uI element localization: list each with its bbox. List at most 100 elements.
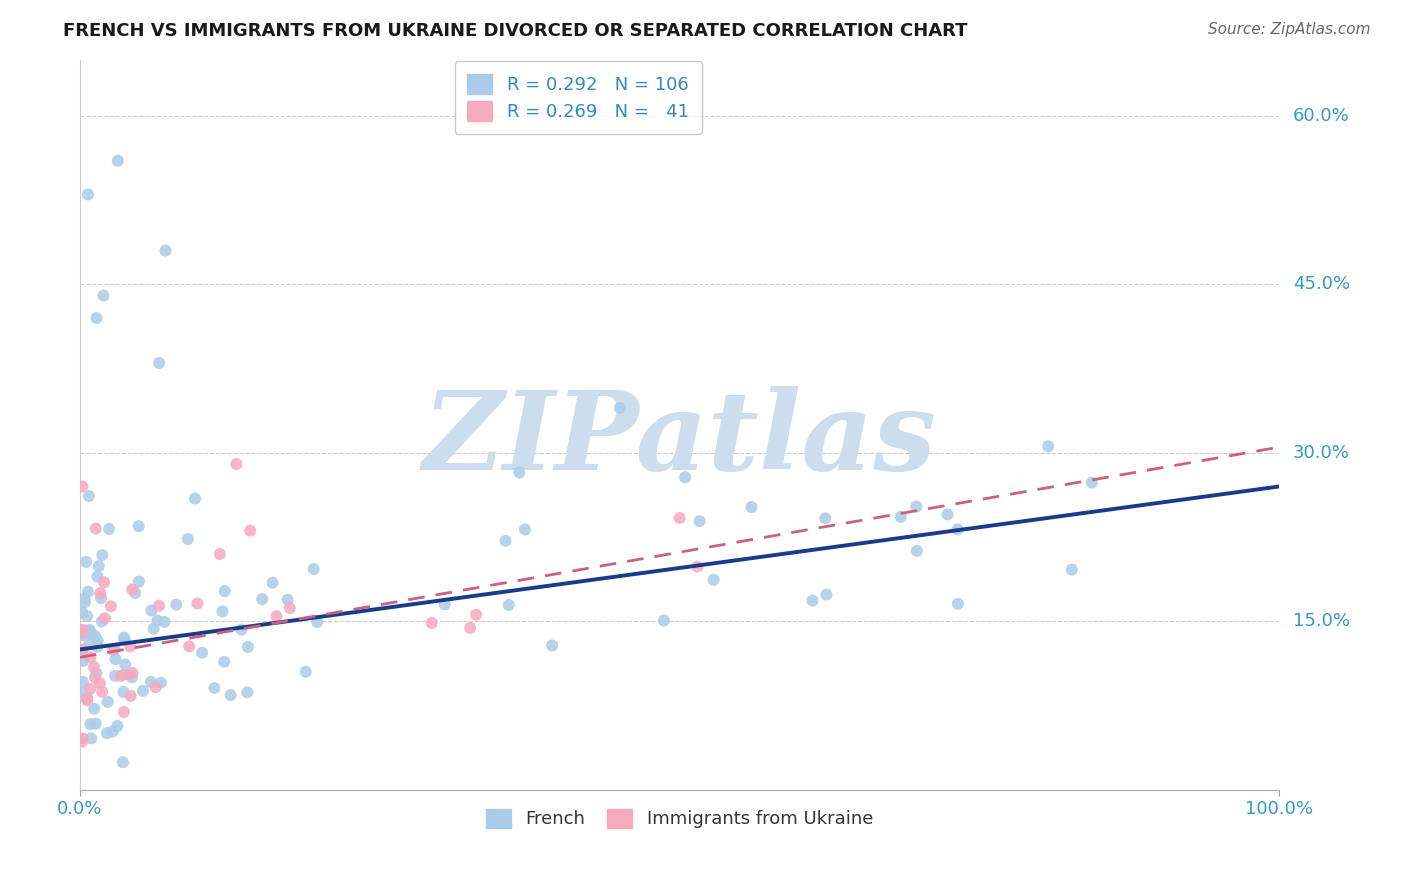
Point xyxy=(80,731,103,746)
Point xyxy=(121,670,143,684)
Point xyxy=(740,500,762,514)
Point xyxy=(94,611,117,625)
Point xyxy=(72,654,94,668)
Point xyxy=(103,642,125,657)
Point xyxy=(114,632,136,647)
Point xyxy=(214,584,236,599)
Point xyxy=(100,599,122,614)
Point xyxy=(121,665,143,680)
Point xyxy=(98,522,121,536)
Point xyxy=(89,586,111,600)
Point xyxy=(84,629,107,643)
Point xyxy=(86,666,108,681)
Point xyxy=(77,489,100,503)
Point xyxy=(86,311,108,326)
Text: 45.0%: 45.0% xyxy=(1294,276,1350,293)
Point xyxy=(146,614,169,628)
Point xyxy=(148,356,170,370)
Point xyxy=(84,716,107,731)
Point xyxy=(266,609,288,624)
Point xyxy=(686,559,709,574)
Point xyxy=(93,575,115,590)
Point xyxy=(72,642,94,657)
Point xyxy=(76,693,98,707)
Point xyxy=(90,591,112,606)
Point xyxy=(219,688,242,702)
Point xyxy=(79,626,101,640)
Point xyxy=(212,655,235,669)
Point xyxy=(239,524,262,538)
Point xyxy=(101,724,124,739)
Point xyxy=(1036,439,1059,453)
Text: FRENCH VS IMMIGRANTS FROM UKRAINE DIVORCED OR SEPARATED CORRELATION CHART: FRENCH VS IMMIGRANTS FROM UKRAINE DIVORC… xyxy=(63,22,967,40)
Point xyxy=(905,544,928,558)
Point xyxy=(91,684,114,698)
Point xyxy=(302,562,325,576)
Point xyxy=(433,598,456,612)
Point xyxy=(946,522,969,536)
Point xyxy=(83,660,105,674)
Point xyxy=(91,548,114,562)
Point xyxy=(72,685,94,699)
Point xyxy=(815,588,838,602)
Point xyxy=(79,650,101,665)
Point xyxy=(76,692,98,706)
Point xyxy=(76,609,98,624)
Point xyxy=(72,644,94,658)
Text: Source: ZipAtlas.com: Source: ZipAtlas.com xyxy=(1208,22,1371,37)
Point xyxy=(97,695,120,709)
Point xyxy=(225,457,247,471)
Point xyxy=(673,470,696,484)
Point xyxy=(79,717,101,731)
Point xyxy=(652,614,675,628)
Point xyxy=(112,667,135,681)
Point xyxy=(76,691,98,706)
Point xyxy=(84,671,107,685)
Point xyxy=(668,511,690,525)
Point xyxy=(1081,475,1104,490)
Point xyxy=(72,624,94,639)
Point xyxy=(103,643,125,657)
Point xyxy=(231,623,253,637)
Point xyxy=(139,674,162,689)
Point xyxy=(107,153,129,168)
Point xyxy=(262,575,284,590)
Point xyxy=(72,674,94,689)
Point xyxy=(936,508,959,522)
Point xyxy=(420,615,443,630)
Point xyxy=(84,522,107,536)
Point xyxy=(118,667,141,681)
Point xyxy=(105,719,128,733)
Point xyxy=(142,622,165,636)
Point xyxy=(77,187,100,202)
Point xyxy=(87,633,110,648)
Point xyxy=(93,288,115,302)
Text: 60.0%: 60.0% xyxy=(1294,107,1350,125)
Point xyxy=(179,640,201,654)
Text: ZIPatlas: ZIPatlas xyxy=(422,385,936,493)
Point xyxy=(208,547,231,561)
Point xyxy=(236,640,259,654)
Point xyxy=(801,593,824,607)
Point xyxy=(211,604,233,618)
Point xyxy=(128,574,150,589)
Point xyxy=(184,491,207,506)
Point xyxy=(112,705,135,719)
Point xyxy=(1060,563,1083,577)
Point xyxy=(83,702,105,716)
Point xyxy=(121,582,143,597)
Point xyxy=(155,244,177,258)
Point xyxy=(120,640,142,654)
Point xyxy=(77,584,100,599)
Point xyxy=(458,621,481,635)
Point xyxy=(73,591,96,606)
Point xyxy=(72,628,94,642)
Point xyxy=(86,640,108,654)
Point xyxy=(465,607,488,622)
Point xyxy=(703,573,725,587)
Point xyxy=(79,625,101,640)
Point xyxy=(79,681,101,696)
Point xyxy=(191,646,214,660)
Point xyxy=(498,598,520,612)
Point xyxy=(165,598,187,612)
